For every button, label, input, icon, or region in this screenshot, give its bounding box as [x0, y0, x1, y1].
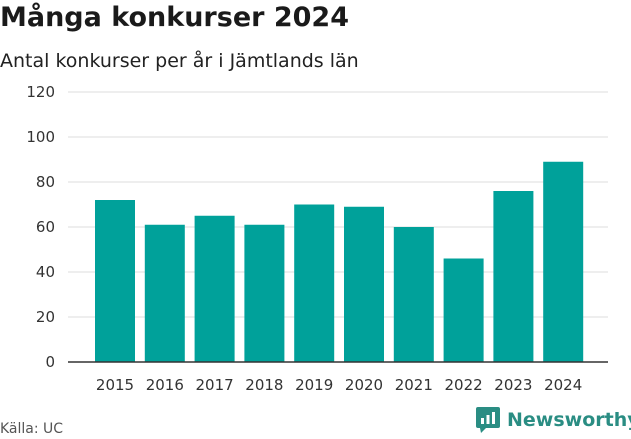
newsworthy-logo-icon: [476, 407, 500, 433]
x-tick-label: 2016: [146, 376, 184, 394]
bar: [543, 161, 584, 362]
bar: [443, 258, 484, 362]
x-tick-label: 2018: [245, 376, 283, 394]
bar: [294, 204, 335, 362]
chart-subtitle: Antal konkurser per år i Jämtlands län: [0, 50, 359, 72]
bar: [244, 224, 285, 362]
y-tick-label: 20: [36, 308, 55, 326]
y-tick-label: 80: [36, 173, 55, 191]
x-tick-label: 2019: [295, 376, 333, 394]
bar: [344, 206, 384, 362]
bar: [194, 215, 235, 362]
source-note: Källa: UC: [0, 421, 64, 437]
bar: [144, 224, 185, 362]
brand-logo: Newsworthy: [476, 407, 631, 433]
y-tick-label: 40: [36, 263, 55, 281]
x-tick-label: 2024: [544, 376, 582, 394]
x-tick-label: 2015: [96, 376, 134, 394]
y-tick-label: 60: [36, 218, 55, 236]
x-tick-label: 2022: [445, 376, 483, 394]
x-tick-label: 2023: [494, 376, 532, 394]
bar: [393, 227, 434, 362]
y-tick-label: 120: [26, 83, 55, 101]
chart-title: Många konkurser 2024: [0, 2, 349, 33]
bar: [493, 191, 534, 362]
x-tick-label: 2017: [196, 376, 234, 394]
y-tick-label: 0: [45, 353, 55, 371]
bar: [95, 200, 135, 362]
x-tick-label: 2021: [395, 376, 433, 394]
y-tick-label: 100: [26, 128, 55, 146]
x-tick-label: 2020: [345, 376, 383, 394]
brand-name: Newsworthy: [507, 409, 631, 431]
